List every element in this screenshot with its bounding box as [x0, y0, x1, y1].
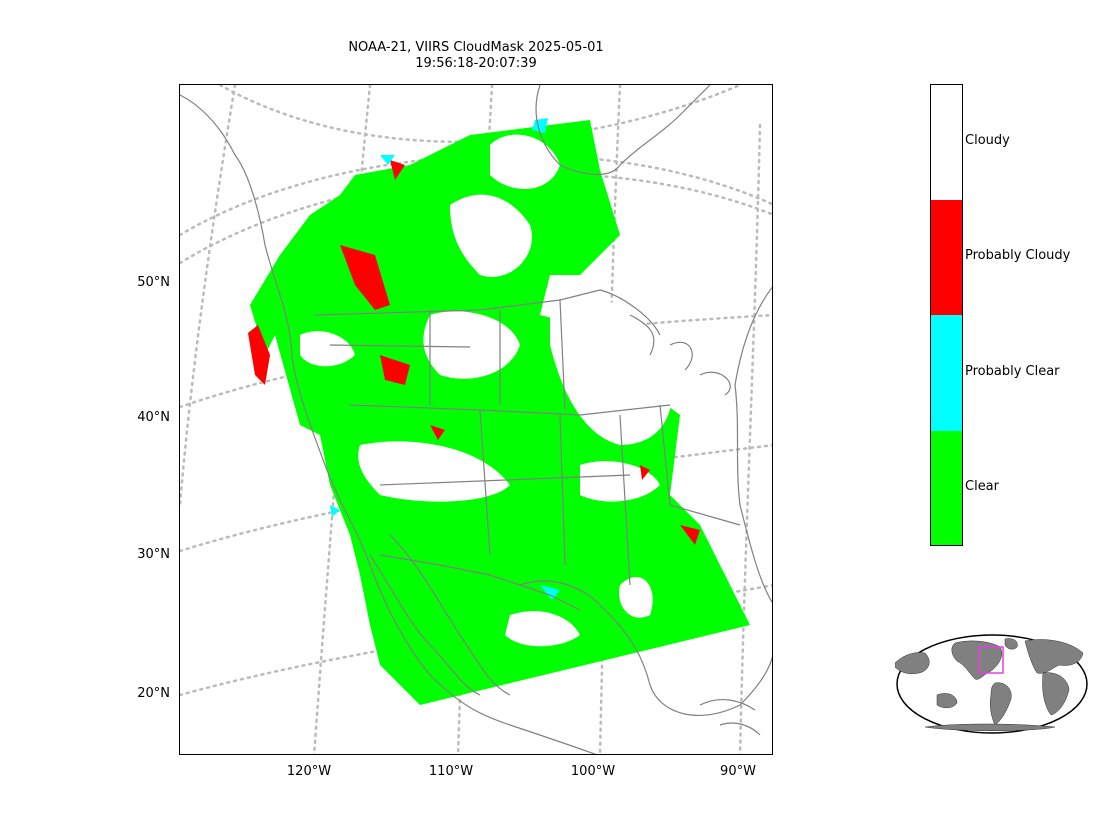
hudson-bay	[535, 85, 711, 176]
colorbar-probably-clear	[931, 315, 962, 431]
swath-cloudy-areas	[300, 134, 673, 647]
colorbar-label-probably-cloudy: Probably Cloudy	[965, 248, 1071, 263]
us-mexico-border	[379, 554, 581, 611]
lat-label-20n: 20°N	[137, 686, 170, 701]
map-panel[interactable]	[179, 84, 773, 755]
inset-north-america	[951, 640, 1003, 680]
meridian-90w	[738, 123, 762, 754]
baja-california	[369, 554, 481, 696]
colorbar-label-probably-clear: Probably Clear	[965, 364, 1060, 379]
colorbar-label-clear: Clear	[965, 479, 999, 494]
inset-land	[895, 638, 1084, 731]
meridian-125w	[180, 85, 237, 507]
lon-label-120w: 120°W	[286, 764, 332, 779]
lon-label-90w: 90°W	[720, 764, 756, 779]
pacific-coast	[180, 94, 597, 754]
lat-label-50n: 50°N	[137, 275, 170, 290]
lat-label-30n: 30°N	[137, 547, 170, 562]
colorbar	[930, 84, 963, 546]
parallel-60n	[218, 85, 742, 144]
inset-australia	[936, 693, 958, 708]
coastlines	[180, 85, 772, 754]
inset-africa	[1042, 672, 1070, 716]
globe-inset	[895, 634, 1088, 734]
caribbean-islands	[699, 698, 761, 736]
swath-probably-clear-areas	[330, 118, 560, 600]
lat-label-40n: 40°N	[137, 410, 170, 425]
lon-label-100w: 100°W	[570, 764, 616, 779]
swath-probably-cloudy-areas	[248, 160, 700, 545]
swath	[248, 118, 750, 705]
state-lines	[329, 299, 741, 586]
title-line-1: NOAA-21, VIIRS CloudMask 2025-05-01	[348, 40, 604, 55]
inset-europe-west	[895, 652, 930, 674]
colorbar-clear	[931, 431, 962, 545]
colorbar-label-cloudy: Cloudy	[965, 133, 1010, 148]
great-lakes	[629, 314, 731, 396]
lon-label-110w: 110°W	[428, 764, 474, 779]
colorbar-probably-cloudy	[931, 200, 962, 315]
atlantic-coast	[734, 286, 772, 603]
gulf-coast	[519, 580, 772, 716]
inset-antarctica	[924, 723, 1056, 731]
inset-region-box	[978, 646, 1004, 674]
title-line-2: 19:56:18-20:07:39	[415, 56, 537, 71]
map-canvas	[180, 85, 772, 754]
us-canada-border	[314, 289, 661, 336]
inset-eurasia	[1024, 639, 1084, 674]
colorbar-cloudy	[931, 85, 962, 200]
inset-greenland	[1004, 638, 1018, 650]
map-title: NOAA-21, VIIRS CloudMask 2025-05-01 19:5…	[300, 40, 652, 72]
